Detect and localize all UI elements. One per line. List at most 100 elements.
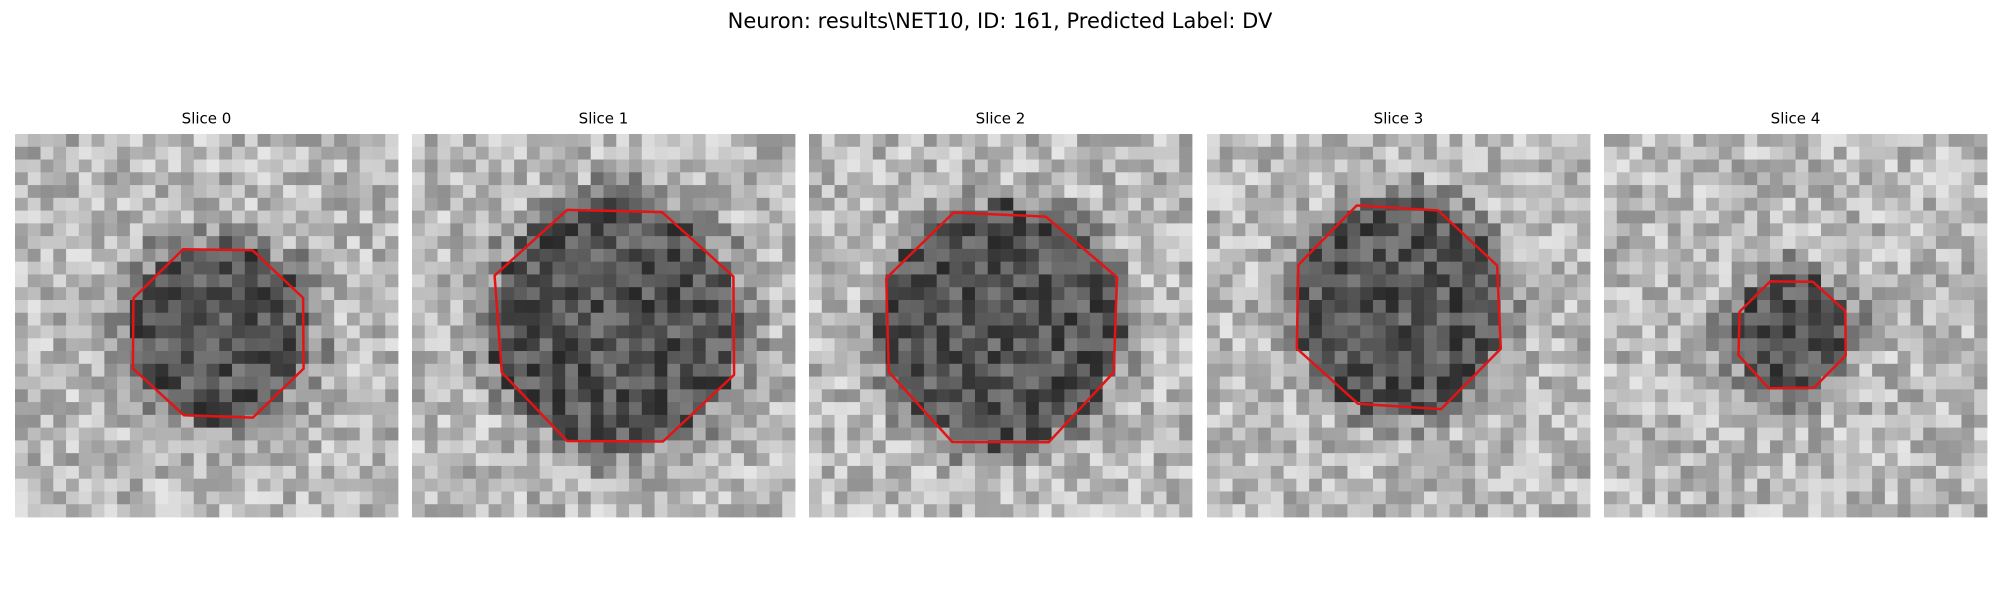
pixel [872, 453, 886, 467]
pixel [463, 172, 477, 186]
pixel [27, 453, 41, 467]
pixel [27, 159, 41, 173]
pixel [1436, 453, 1450, 467]
pixel [359, 363, 373, 377]
pixel [155, 363, 169, 377]
pixel [1629, 197, 1643, 211]
pixel [40, 134, 54, 148]
pixel [91, 504, 105, 518]
pixel [590, 197, 604, 211]
pixel [475, 491, 489, 505]
pixel [346, 261, 361, 275]
pixel [117, 478, 131, 492]
pixel [1884, 351, 1899, 365]
pixel [680, 236, 694, 250]
pixel [1667, 402, 1681, 416]
pixel [834, 274, 848, 288]
pixel [283, 465, 297, 480]
pixel [1846, 146, 1860, 160]
pixel [40, 351, 54, 365]
pixel [1872, 134, 1886, 148]
pixel [66, 414, 80, 429]
pixel [539, 491, 553, 505]
pixel [1309, 197, 1323, 211]
pixel [53, 363, 67, 377]
pixel [1064, 197, 1078, 211]
pixel [1166, 414, 1180, 429]
pixel [1897, 197, 1911, 211]
pixel [1897, 134, 1911, 148]
pixel [1538, 427, 1553, 441]
pixel [1846, 223, 1860, 237]
pixel [193, 236, 207, 250]
pixel [1513, 389, 1527, 403]
pixel [1153, 427, 1167, 441]
pixel [539, 146, 553, 160]
pixel [756, 185, 770, 199]
pixel [53, 274, 67, 288]
pixel [1757, 465, 1771, 480]
pixel [1948, 491, 1962, 505]
pixel [872, 478, 886, 492]
pixel [219, 414, 233, 429]
pixel [385, 287, 399, 301]
pixel [501, 478, 515, 492]
pixel [1846, 376, 1860, 390]
pixel [270, 159, 284, 173]
pixel [283, 478, 297, 492]
pixel [463, 197, 477, 211]
pixel [1821, 504, 1835, 518]
pixel [359, 376, 373, 390]
pixel [923, 363, 938, 377]
pixel [1821, 236, 1835, 250]
pixel [412, 402, 426, 416]
pixel [1424, 287, 1438, 301]
pixel [1283, 261, 1297, 275]
pixel [1897, 185, 1911, 199]
pixel [782, 197, 796, 211]
pixel [1270, 363, 1284, 377]
pixel [1166, 172, 1180, 186]
pixel [1038, 338, 1052, 352]
pixel [1551, 274, 1565, 288]
pixel [1551, 453, 1565, 467]
pixel [949, 325, 963, 339]
pixel [987, 261, 1001, 275]
pixel [78, 146, 92, 160]
pixel [1026, 351, 1040, 365]
pixel [1038, 363, 1052, 377]
pixel [1680, 159, 1694, 173]
pixel [1629, 427, 1643, 441]
pixel [424, 248, 438, 263]
pixel [1179, 478, 1193, 492]
pixel [1910, 159, 1924, 173]
pixel [308, 159, 322, 173]
pixel [117, 440, 131, 454]
pixel [321, 299, 335, 314]
pixel [1693, 159, 1707, 173]
pixel [1680, 440, 1694, 454]
pixel [129, 402, 144, 416]
pixel [244, 261, 258, 275]
pixel [743, 261, 758, 275]
pixel [1128, 185, 1142, 199]
pixel [1102, 261, 1116, 275]
pixel [1360, 299, 1374, 314]
pixel [667, 299, 681, 314]
pixel [1064, 402, 1078, 416]
pixel [1731, 287, 1745, 301]
pixel [898, 363, 912, 377]
pixel [1207, 465, 1221, 480]
pixel [667, 185, 681, 199]
pixel [1475, 312, 1489, 326]
pixel [1706, 185, 1720, 199]
pixel [731, 402, 745, 416]
pixel [987, 338, 1001, 352]
pixel [1115, 299, 1129, 314]
pixel [1179, 325, 1193, 339]
pixel [1526, 146, 1540, 160]
pixel [1372, 185, 1387, 199]
pixel [53, 223, 67, 237]
pixel [898, 440, 912, 454]
pixel [1372, 338, 1387, 352]
